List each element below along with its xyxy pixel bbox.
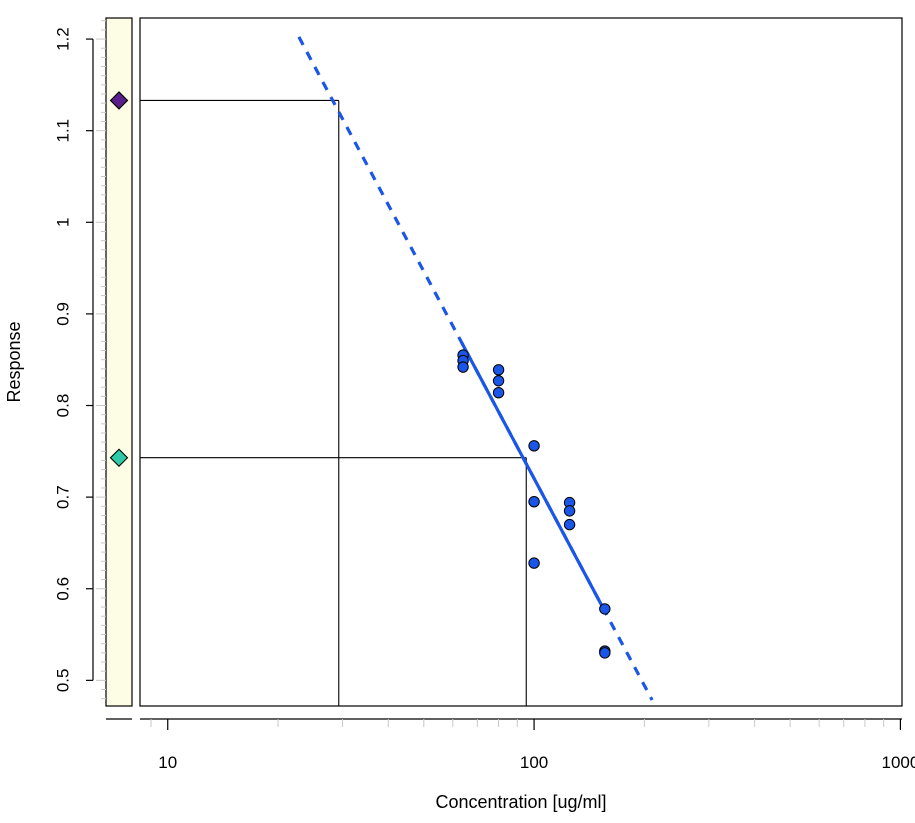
data-point [492,375,505,387]
fit-line-solid [460,342,607,613]
x-tick-label: 1000 [882,753,915,772]
reference-marker-diamond [109,91,129,110]
y-tick-label: 1.1 [54,119,73,143]
data-points [457,349,611,659]
y-tick-label: 0.7 [54,485,73,509]
data-point [492,386,505,399]
data-point [528,440,540,452]
side-strip [105,17,133,707]
x-tick-label: 100 [520,753,548,772]
data-point [457,361,469,373]
data-point [528,496,540,508]
x-axis: 10 100 1000 [106,718,915,772]
x-axis-title: Concentration [ug/ml] [435,792,606,812]
data-point [563,518,576,531]
y-tick-label: 0.5 [54,669,73,693]
reference-lines [140,99,527,706]
data-point [563,505,576,517]
data-point [528,557,540,569]
data-point [492,364,505,376]
y-axis-title: Response [4,321,24,402]
y-tick-label: 0.9 [54,302,73,326]
x-tick-label: 10 [158,753,177,772]
y-tick-label: 0.6 [54,577,73,601]
y-tick-label: 0.8 [54,394,73,418]
data-point [599,603,611,615]
reference-marker-diamond [109,448,129,468]
y-axis: 0.5 0.6 0.7 0.8 0.9 1 1.1 1.2 [54,27,94,692]
fit-line [297,36,654,701]
minor-y-ticks [96,20,106,700]
data-point [599,647,611,659]
y-tick-label: 1.2 [54,27,73,51]
plot-frame [139,17,903,707]
y-tick-label: 1 [54,218,73,227]
reference-markers [109,91,129,468]
